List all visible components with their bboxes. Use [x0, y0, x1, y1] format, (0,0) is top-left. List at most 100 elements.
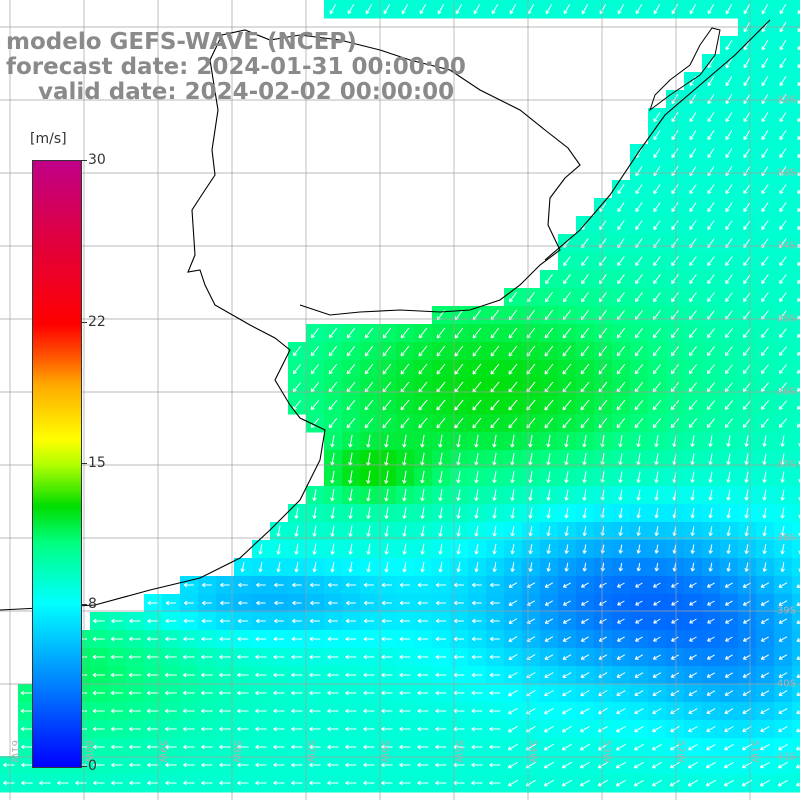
- wind-arrow: [490, 327, 500, 339]
- wind-arrow: [472, 327, 482, 339]
- wind-arrow: [635, 292, 643, 303]
- wind-arrow: [616, 399, 626, 411]
- wind-arrow: [381, 582, 392, 588]
- wind-arrow: [110, 726, 123, 732]
- wind-cell: [792, 450, 800, 469]
- wind-arrow: [652, 399, 662, 411]
- wind-arrow: [616, 381, 626, 393]
- wind-arrow: [219, 762, 231, 768]
- wind-arrow: [742, 600, 751, 606]
- wind-arrow: [725, 58, 733, 69]
- wind-arrow: [651, 743, 662, 751]
- wind-arrow: [653, 202, 661, 212]
- wind-arrow: [435, 672, 447, 678]
- wind-arrow: [707, 112, 715, 123]
- wind-arrow: [544, 363, 554, 375]
- wind-arrow: [508, 291, 517, 303]
- wind-arrow: [348, 543, 353, 555]
- wind-cell: [792, 90, 800, 109]
- wind-arrow: [580, 690, 590, 697]
- wind-arrow: [780, 507, 785, 519]
- wind-arrow: [474, 562, 479, 573]
- wind-arrow: [330, 507, 335, 519]
- wind-arrow: [276, 562, 281, 573]
- wind-arrow: [546, 526, 551, 537]
- wind-arrow: [654, 507, 659, 519]
- wind-arrow: [617, 220, 625, 230]
- wind-arrow: [744, 544, 749, 555]
- wind-arrow: [183, 744, 195, 750]
- wind-arrow: [760, 690, 770, 696]
- wind-arrow: [508, 417, 518, 429]
- wind-arrow: [346, 399, 356, 411]
- wind-arrow: [219, 690, 231, 696]
- wind-arrow: [706, 418, 716, 428]
- wind-arrow: [273, 672, 285, 678]
- wind-arrow: [348, 525, 353, 537]
- wind-arrow: [761, 148, 769, 159]
- wind-arrow: [744, 562, 749, 572]
- wind-arrow: [418, 417, 428, 429]
- wind-arrow: [743, 328, 751, 338]
- wind-arrow: [688, 346, 697, 357]
- wind-arrow: [381, 618, 392, 624]
- wind-arrow: [146, 708, 159, 714]
- wind-arrow: [706, 364, 715, 375]
- wind-arrow: [508, 672, 518, 679]
- wind-arrow: [384, 488, 389, 502]
- wind-arrow: [489, 726, 501, 732]
- wind-arrow: [294, 507, 299, 519]
- wind-arrow: [778, 582, 788, 588]
- wind-arrow: [510, 525, 515, 537]
- wind-arrow: [510, 544, 515, 555]
- wind-arrow: [312, 561, 317, 573]
- wind-arrow: [706, 708, 716, 714]
- wind-arrow: [707, 256, 715, 266]
- wind-arrow: [417, 618, 428, 624]
- wind-cell: [792, 0, 800, 19]
- wind-arrow: [508, 654, 518, 660]
- wind-arrow: [165, 744, 177, 750]
- wind-arrow: [384, 525, 389, 537]
- wind-arrow: [707, 202, 715, 212]
- wind-arrow: [366, 434, 371, 448]
- wind-arrow: [292, 382, 302, 393]
- wind-arrow: [291, 780, 303, 786]
- wind-arrow: [456, 543, 461, 555]
- wind-arrow: [563, 291, 571, 303]
- wind-arrow: [273, 654, 285, 660]
- wind-arrow: [471, 690, 483, 696]
- wind-arrow: [420, 470, 425, 484]
- wind-arrow: [435, 762, 447, 768]
- wind-arrow: [653, 184, 661, 194]
- wind-arrow: [165, 726, 177, 732]
- wind-cell: [792, 306, 800, 325]
- wind-arrow: [708, 526, 713, 537]
- wind-arrow: [580, 345, 590, 357]
- wind-arrow: [724, 418, 734, 428]
- wind-arrow: [654, 453, 659, 465]
- wind-arrow: [760, 600, 770, 606]
- wind-arrow: [687, 761, 698, 769]
- wind-arrow: [348, 507, 353, 520]
- wind-arrow: [564, 507, 569, 519]
- wind-arrow: [471, 672, 483, 678]
- wind-arrow: [456, 561, 461, 573]
- wind-arrow: [490, 618, 500, 624]
- wind-arrow: [779, 274, 787, 284]
- wind-arrow: [707, 274, 715, 284]
- wind-arrow: [183, 636, 195, 642]
- wind-arrow: [110, 672, 124, 678]
- wind-arrow: [438, 470, 443, 484]
- wind-arrow: [580, 707, 590, 715]
- longitude-label: 61W: [9, 740, 20, 763]
- wind-arrow: [653, 600, 661, 606]
- wind-arrow: [707, 618, 715, 624]
- coastline-east: [544, 19, 771, 261]
- wind-arrow: [707, 328, 715, 339]
- wind-arrow: [743, 220, 751, 230]
- wind-arrow: [399, 654, 411, 660]
- wind-arrow: [599, 256, 607, 267]
- wind-arrow: [327, 690, 339, 696]
